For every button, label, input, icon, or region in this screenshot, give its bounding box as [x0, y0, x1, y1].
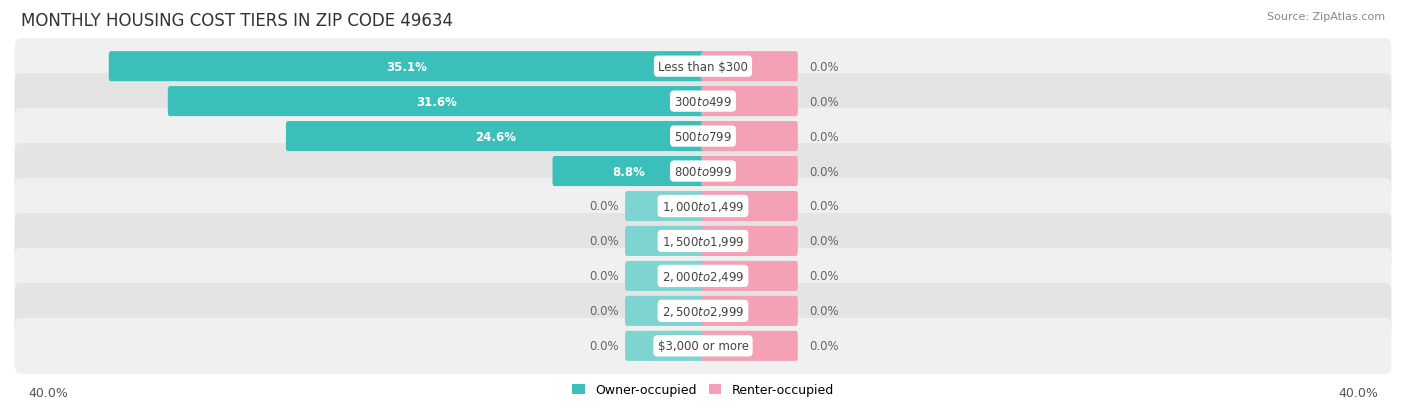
Text: Less than $300: Less than $300	[658, 61, 748, 74]
FancyBboxPatch shape	[14, 39, 1392, 95]
Text: 31.6%: 31.6%	[416, 95, 457, 108]
FancyBboxPatch shape	[702, 157, 797, 187]
Text: 0.0%: 0.0%	[810, 165, 839, 178]
Text: 0.0%: 0.0%	[589, 305, 619, 318]
Legend: Owner-occupied, Renter-occupied: Owner-occupied, Renter-occupied	[568, 378, 838, 401]
Text: $2,500 to $2,999: $2,500 to $2,999	[662, 304, 744, 318]
FancyBboxPatch shape	[702, 122, 797, 152]
Text: $1,500 to $1,999: $1,500 to $1,999	[662, 235, 744, 248]
FancyBboxPatch shape	[14, 144, 1392, 199]
Text: MONTHLY HOUSING COST TIERS IN ZIP CODE 49634: MONTHLY HOUSING COST TIERS IN ZIP CODE 4…	[21, 12, 453, 30]
FancyBboxPatch shape	[626, 192, 704, 221]
Text: 0.0%: 0.0%	[810, 200, 839, 213]
Text: 0.0%: 0.0%	[810, 270, 839, 283]
FancyBboxPatch shape	[167, 87, 704, 117]
Text: 0.0%: 0.0%	[810, 130, 839, 143]
Text: 0.0%: 0.0%	[810, 235, 839, 248]
FancyBboxPatch shape	[14, 318, 1392, 374]
FancyBboxPatch shape	[14, 74, 1392, 130]
FancyBboxPatch shape	[14, 214, 1392, 269]
FancyBboxPatch shape	[626, 331, 704, 361]
FancyBboxPatch shape	[702, 296, 797, 326]
FancyBboxPatch shape	[285, 122, 704, 152]
FancyBboxPatch shape	[702, 87, 797, 117]
Text: 40.0%: 40.0%	[28, 386, 67, 399]
Text: 8.8%: 8.8%	[613, 165, 645, 178]
FancyBboxPatch shape	[702, 226, 797, 256]
FancyBboxPatch shape	[702, 52, 797, 82]
Text: 0.0%: 0.0%	[589, 200, 619, 213]
Text: $500 to $799: $500 to $799	[673, 130, 733, 143]
Text: $800 to $999: $800 to $999	[673, 165, 733, 178]
FancyBboxPatch shape	[702, 192, 797, 221]
FancyBboxPatch shape	[702, 331, 797, 361]
Text: $2,000 to $2,499: $2,000 to $2,499	[662, 269, 744, 283]
FancyBboxPatch shape	[14, 178, 1392, 235]
FancyBboxPatch shape	[14, 248, 1392, 304]
FancyBboxPatch shape	[553, 157, 704, 187]
Text: $1,000 to $1,499: $1,000 to $1,499	[662, 199, 744, 214]
Text: $3,000 or more: $3,000 or more	[658, 339, 748, 352]
FancyBboxPatch shape	[626, 226, 704, 256]
Text: 0.0%: 0.0%	[589, 270, 619, 283]
Text: 0.0%: 0.0%	[589, 339, 619, 352]
Text: 0.0%: 0.0%	[810, 95, 839, 108]
Text: $300 to $499: $300 to $499	[673, 95, 733, 108]
Text: 0.0%: 0.0%	[810, 339, 839, 352]
FancyBboxPatch shape	[14, 109, 1392, 165]
FancyBboxPatch shape	[108, 52, 704, 82]
Text: Source: ZipAtlas.com: Source: ZipAtlas.com	[1267, 12, 1385, 22]
FancyBboxPatch shape	[626, 296, 704, 326]
Text: 0.0%: 0.0%	[589, 235, 619, 248]
Text: 0.0%: 0.0%	[810, 61, 839, 74]
Text: 0.0%: 0.0%	[810, 305, 839, 318]
FancyBboxPatch shape	[626, 261, 704, 291]
Text: 35.1%: 35.1%	[387, 61, 427, 74]
Text: 24.6%: 24.6%	[475, 130, 516, 143]
FancyBboxPatch shape	[702, 261, 797, 291]
FancyBboxPatch shape	[14, 283, 1392, 339]
Text: 40.0%: 40.0%	[1339, 386, 1378, 399]
